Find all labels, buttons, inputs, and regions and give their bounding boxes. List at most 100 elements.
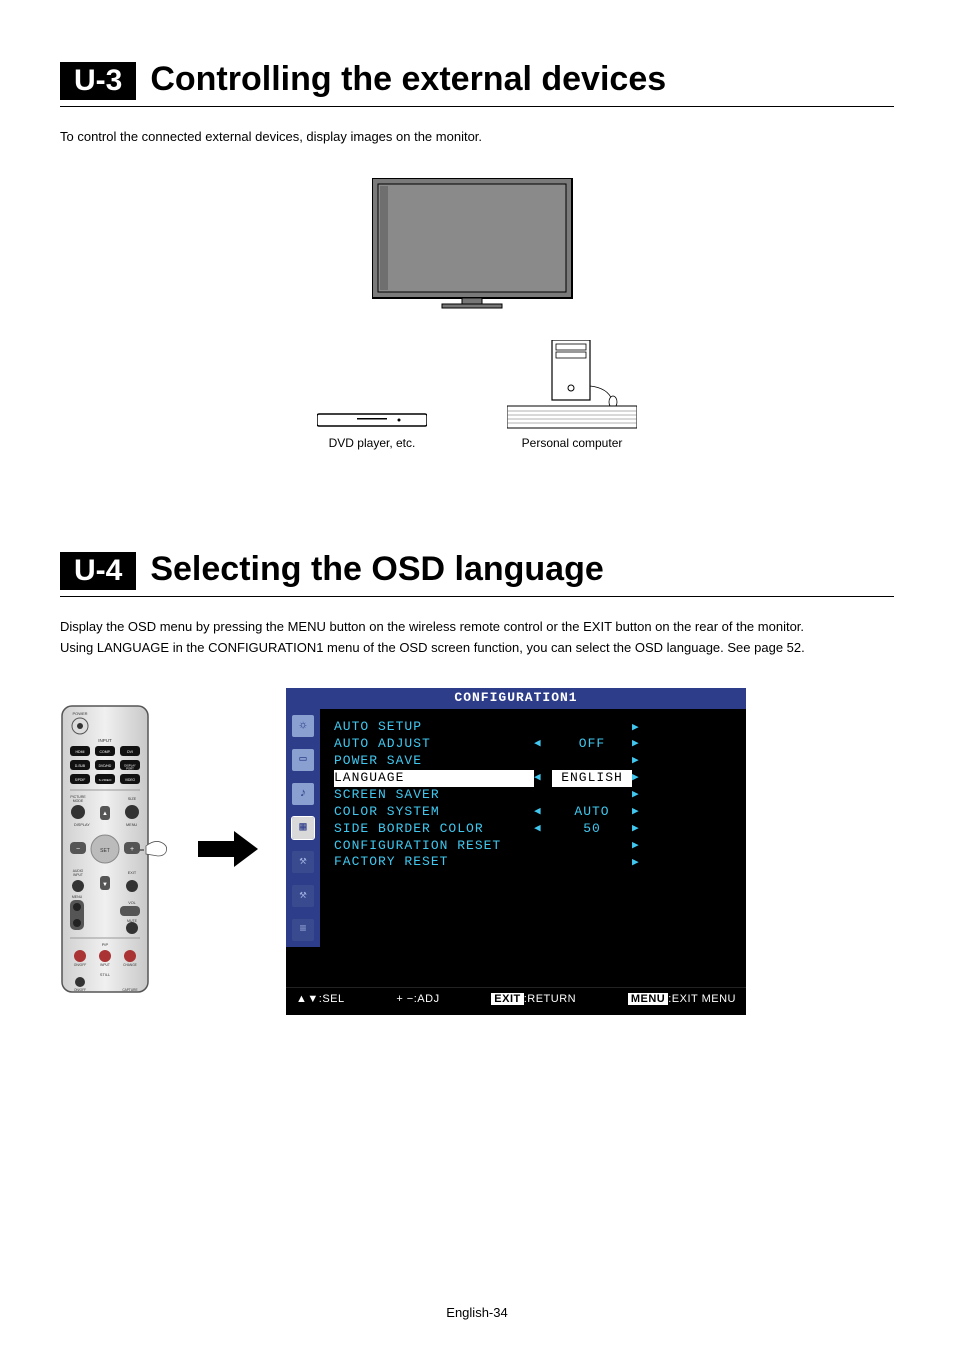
svg-text:MENU: MENU <box>72 895 83 899</box>
osd-sidebar: ☼ ▭ ♪ ▦ ⚒ ⚒ ≡ <box>286 709 320 947</box>
svg-text:DISPLAY: DISPLAY <box>74 823 90 827</box>
svg-text:SIZE: SIZE <box>128 797 137 801</box>
osd-title: CONFIGURATION1 <box>286 688 746 709</box>
svg-text:DVI: DVI <box>127 750 133 754</box>
pc-label: Personal computer <box>522 436 623 450</box>
osd-sideicon-screen: ▭ <box>292 749 314 771</box>
right-arrow-icon: ▶ <box>632 754 650 768</box>
svg-text:DVD/HD: DVD/HD <box>99 764 112 768</box>
osd-item-label: AUTO ADJUST <box>334 736 534 753</box>
u3-body: To control the connected external device… <box>60 127 894 148</box>
osd-screen: CONFIGURATION1 ☼ ▭ ♪ ▦ ⚒ ⚒ ≡ AUTO SETUP▶… <box>286 688 746 1014</box>
svg-text:PIP: PIP <box>102 942 109 947</box>
right-arrow-icon: ▶ <box>632 805 650 819</box>
osd-footer-return: EXIT:RETURN <box>491 992 576 1006</box>
right-arrow-icon: ▶ <box>632 856 650 870</box>
pc-icon <box>507 340 637 430</box>
left-arrow-icon: ◀ <box>534 737 552 751</box>
left-arrow-icon: ◀ <box>534 805 552 819</box>
svg-text:CAPTURE: CAPTURE <box>122 988 137 992</box>
right-arrow-icon: ▶ <box>632 721 650 735</box>
pc-device: Personal computer <box>507 340 637 450</box>
osd-menu-item[interactable]: LANGUAGE◀ENGLISH▶ <box>334 770 732 787</box>
osd-item-value: 50 <box>552 821 632 838</box>
right-arrow-icon: ▶ <box>632 737 650 751</box>
svg-text:STILL: STILL <box>100 973 110 977</box>
svg-text:INPUT: INPUT <box>73 873 83 877</box>
dvd-label: DVD player, etc. <box>329 436 416 450</box>
osd-menu-item[interactable]: AUTO ADJUST◀OFF▶ <box>334 736 732 753</box>
section-title-u3: Controlling the external devices <box>150 60 666 99</box>
svg-text:▲: ▲ <box>102 811 108 817</box>
osd-sideicon-brightness: ☼ <box>292 715 314 737</box>
osd-menu-item[interactable]: SCREEN SAVER ▶ <box>334 787 732 804</box>
svg-text:COMP.: COMP. <box>99 750 110 754</box>
svg-text:VIDEO: VIDEO <box>125 778 136 782</box>
section-heading-u4: U-4 Selecting the OSD language <box>60 550 894 597</box>
osd-menu-item[interactable]: POWER SAVE ▶ <box>334 753 732 770</box>
svg-text:+: + <box>130 846 134 853</box>
osd-item-label: FACTORY RESET <box>334 854 534 871</box>
svg-text:INPUT: INPUT <box>100 963 110 967</box>
svg-text:CHANGE: CHANGE <box>123 963 137 967</box>
osd-menu-list: AUTO SETUP▶AUTO ADJUST◀OFF▶POWER SAVE▶LA… <box>320 709 746 947</box>
svg-text:ON/OFF: ON/OFF <box>74 963 86 967</box>
osd-menu-item[interactable]: FACTORY RESET ▶ <box>334 854 732 871</box>
dvd-icon <box>317 410 427 430</box>
svg-text:VOL: VOL <box>128 901 136 905</box>
svg-text:HDMI: HDMI <box>76 750 85 754</box>
osd-sideicon-config2: ⚒ <box>292 851 314 873</box>
left-arrow-icon: ◀ <box>534 822 552 836</box>
osd-sideicon-audio: ♪ <box>292 783 314 805</box>
osd-item-value: OFF <box>552 736 632 753</box>
u4-body1: Display the OSD menu by pressing the MEN… <box>60 617 894 638</box>
osd-menu-item[interactable]: AUTO SETUP▶ <box>334 719 732 736</box>
osd-footer: ▲▼:SEL + −:ADJ EXIT:RETURN MENU:EXIT MEN… <box>286 987 746 1008</box>
right-arrow-icon: ▶ <box>632 771 650 785</box>
osd-item-value: AUTO <box>552 804 632 821</box>
right-arrow-icon: ▶ <box>632 822 650 836</box>
svg-text:POWER: POWER <box>72 711 87 716</box>
osd-item-label: SIDE BORDER COLOR <box>334 821 534 838</box>
osd-sideicon-config1: ▦ <box>292 817 314 839</box>
osd-menu-item[interactable]: COLOR SYSTEM◀AUTO▶ <box>334 804 732 821</box>
svg-text:INPUT: INPUT <box>98 738 112 743</box>
svg-text:MENU: MENU <box>126 823 137 827</box>
svg-text:▼: ▼ <box>102 882 108 888</box>
osd-menu-item[interactable]: SIDE BORDER COLOR◀50▶ <box>334 821 732 838</box>
osd-item-label: CONFIGURATION RESET <box>334 838 534 855</box>
svg-text:MODE: MODE <box>73 799 84 803</box>
section-tag-u4: U-4 <box>60 552 136 590</box>
osd-item-value: ENGLISH <box>552 770 632 787</box>
osd-sideicon-config3: ⚒ <box>292 885 314 907</box>
u4-body2: Using LANGUAGE in the CONFIGURATION1 men… <box>60 638 894 659</box>
section-title-u4: Selecting the OSD language <box>150 550 603 589</box>
osd-item-label: COLOR SYSTEM <box>334 804 534 821</box>
svg-text:S/PDIF: S/PDIF <box>75 778 86 782</box>
section-heading-u3: U-3 Controlling the external devices <box>60 60 894 107</box>
monitor-icon <box>372 178 582 328</box>
osd-item-label: LANGUAGE <box>334 770 534 787</box>
arrow-icon <box>198 829 258 874</box>
left-arrow-icon: ◀ <box>534 771 552 785</box>
svg-text:D-SUB: D-SUB <box>75 764 86 768</box>
osd-sideicon-advanced: ≡ <box>292 919 314 941</box>
right-arrow-icon: ▶ <box>632 839 650 853</box>
remote-control: POWER INPUT HDMI COMP. DVI D-SUB DVD/HD … <box>60 704 170 999</box>
osd-footer-adj: + −:ADJ <box>396 992 439 1006</box>
osd-menu-item[interactable]: CONFIGURATION RESET ▶ <box>334 838 732 855</box>
osd-item-label: SCREEN SAVER <box>334 787 534 804</box>
remote-icon: POWER INPUT HDMI COMP. DVI D-SUB DVD/HD … <box>60 704 170 994</box>
osd-footer-sel: ▲▼:SEL <box>296 992 345 1006</box>
osd-item-label: POWER SAVE <box>334 753 534 770</box>
section-tag-u3: U-3 <box>60 62 136 100</box>
u3-diagram: DVD player, etc. <box>60 178 894 450</box>
svg-text:−: − <box>76 846 80 853</box>
svg-text:MUTE: MUTE <box>127 919 138 923</box>
svg-text:PORT: PORT <box>126 766 134 770</box>
right-arrow-icon: ▶ <box>632 788 650 802</box>
svg-text:ON/OFF: ON/OFF <box>74 988 86 992</box>
page-number: English-34 <box>0 1305 954 1320</box>
osd-footer-menu: MENU:EXIT MENU <box>628 992 736 1006</box>
dvd-device: DVD player, etc. <box>317 410 427 450</box>
